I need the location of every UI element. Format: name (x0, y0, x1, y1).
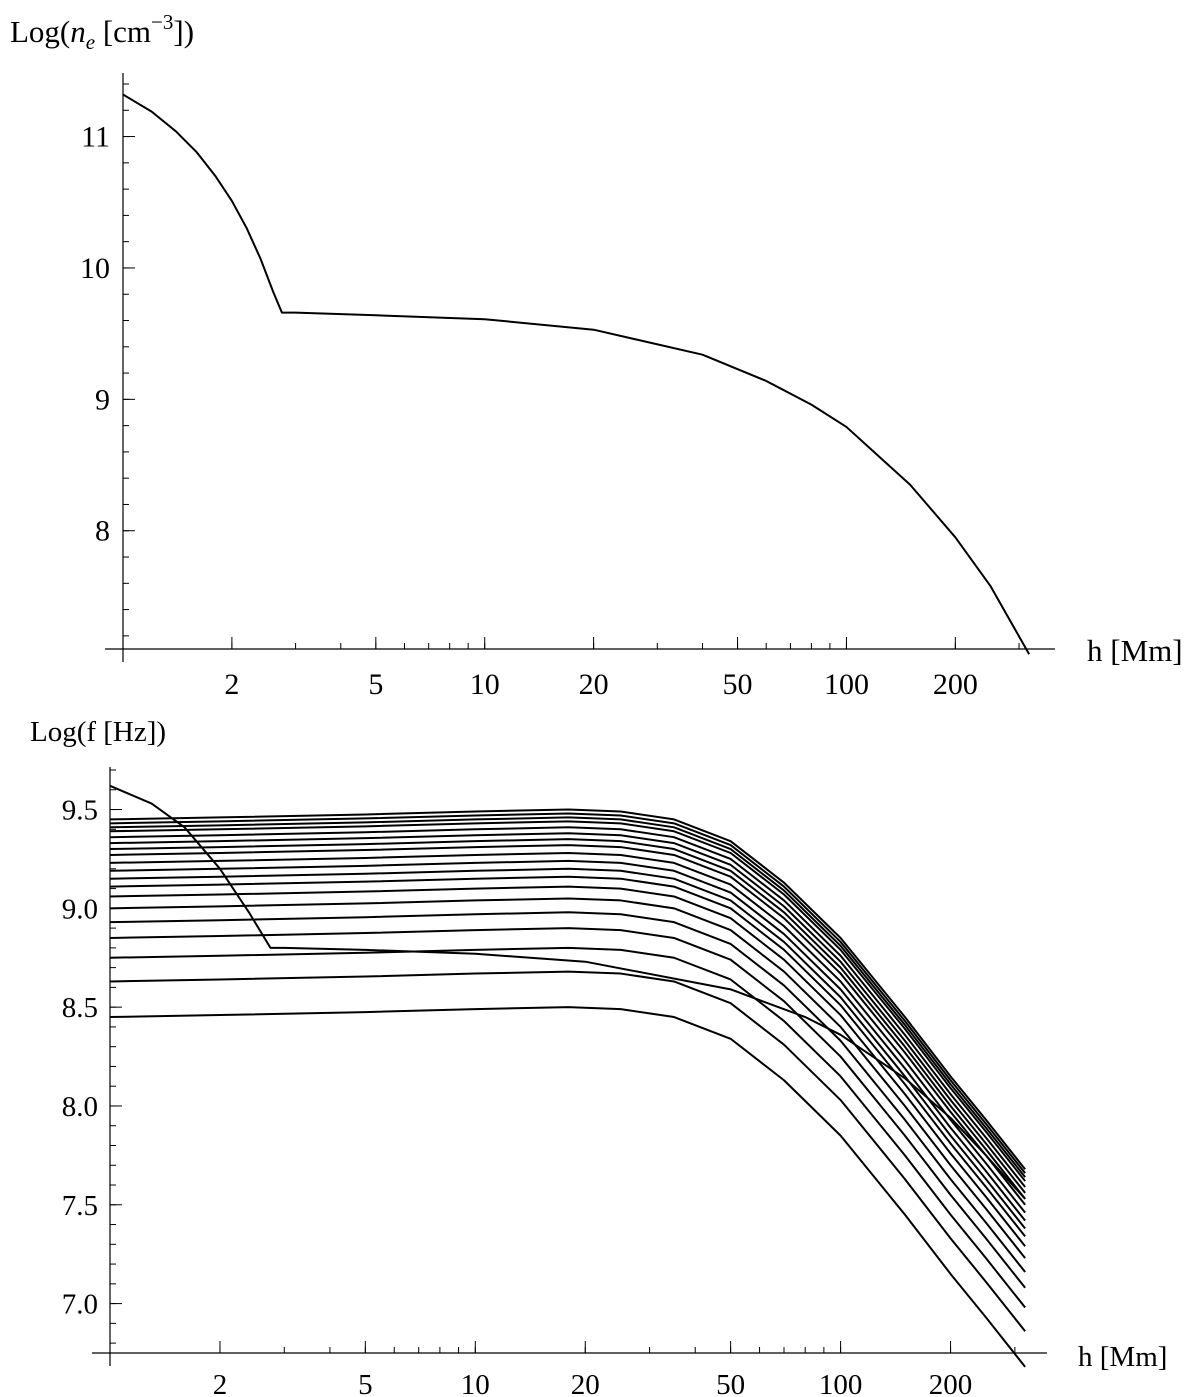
frequency-curve (109, 885, 1026, 1247)
top-x-tick-label: 20 (579, 668, 609, 701)
frequency-curve (109, 826, 1026, 1188)
top-x-tick-label: 2 (224, 668, 239, 701)
frequency-curve (109, 970, 1026, 1332)
frequency-curve (109, 808, 1026, 1170)
frequency-curve (109, 897, 1026, 1259)
plasma-frequency-curve (109, 784, 1026, 1200)
bottom-y-tick-label: 7.0 (62, 1289, 98, 1321)
top-x-tick-label: 100 (824, 668, 869, 701)
frequency-plot: 2 5 10 20 50 100 200 7.0 7.5 8.0 8.5 9.0 9.5 Log(f … (30, 716, 1167, 1397)
bottom-x-ticks: 2 5 10 20 50 100 200 (109, 1341, 1016, 1397)
bottom-series (109, 784, 1026, 1368)
top-density-curve (122, 93, 1031, 655)
top-y-axis-label: Log(ne [cm−3]) (10, 10, 194, 54)
bottom-y-ticks: 7.0 7.5 8.0 8.5 9.0 9.5 (62, 769, 122, 1344)
frequency-curve (109, 820, 1026, 1182)
top-y-tick-label: 9 (95, 383, 110, 416)
bottom-x-tick-label: 200 (929, 1369, 973, 1397)
frequency-curve (109, 844, 1026, 1206)
frequency-curve (109, 859, 1026, 1222)
frequency-curve (109, 911, 1026, 1273)
top-x-tick-label: 50 (723, 668, 753, 701)
bottom-y-tick-label: 7.5 (62, 1190, 98, 1222)
bottom-y-tick-label: 9.0 (62, 893, 98, 925)
density-plot: 2 5 10 20 50 100 200 8 9 10 11 Log(ne [cm−3]) h [… (10, 10, 1183, 701)
top-x-tick-label: 200 (933, 668, 978, 701)
frequency-curve (109, 927, 1026, 1289)
top-y-tick-label: 10 (80, 252, 110, 285)
frequency-curve (109, 832, 1026, 1194)
top-y-ticks: 8 9 10 11 (80, 83, 135, 637)
bottom-x-tick-label: 20 (571, 1369, 600, 1397)
top-y-tick-label: 11 (81, 121, 110, 154)
frequency-curve (109, 816, 1026, 1178)
bottom-x-tick-label: 10 (461, 1369, 490, 1397)
bottom-y-tick-label: 8.5 (62, 992, 98, 1024)
bottom-x-axis-label: h [Mm] (1078, 1341, 1167, 1373)
bottom-y-tick-label: 9.5 (62, 795, 98, 827)
bottom-x-tick-label: 100 (819, 1369, 863, 1397)
top-x-axis-label: h [Mm] (1087, 633, 1183, 668)
top-x-ticks: 2 5 10 20 50 100 200 (122, 637, 1020, 701)
frequency-curve (109, 867, 1026, 1230)
top-series (122, 93, 1031, 655)
frequency-curve (109, 946, 1026, 1309)
frequency-curve (109, 875, 1026, 1238)
frequency-curve (109, 812, 1026, 1174)
bottom-y-axis-label: Log(f [Hz]) (30, 716, 166, 748)
frequency-curve (109, 1006, 1026, 1368)
bottom-x-tick-label: 5 (358, 1369, 373, 1397)
bottom-y-tick-label: 8.0 (62, 1091, 98, 1123)
bottom-x-tick-label: 50 (716, 1369, 745, 1397)
top-x-tick-label: 10 (470, 668, 500, 701)
top-y-tick-label: 8 (95, 515, 110, 548)
top-x-tick-label: 5 (368, 668, 383, 701)
frequency-curve (109, 838, 1026, 1200)
bottom-x-tick-label: 2 (213, 1369, 228, 1397)
